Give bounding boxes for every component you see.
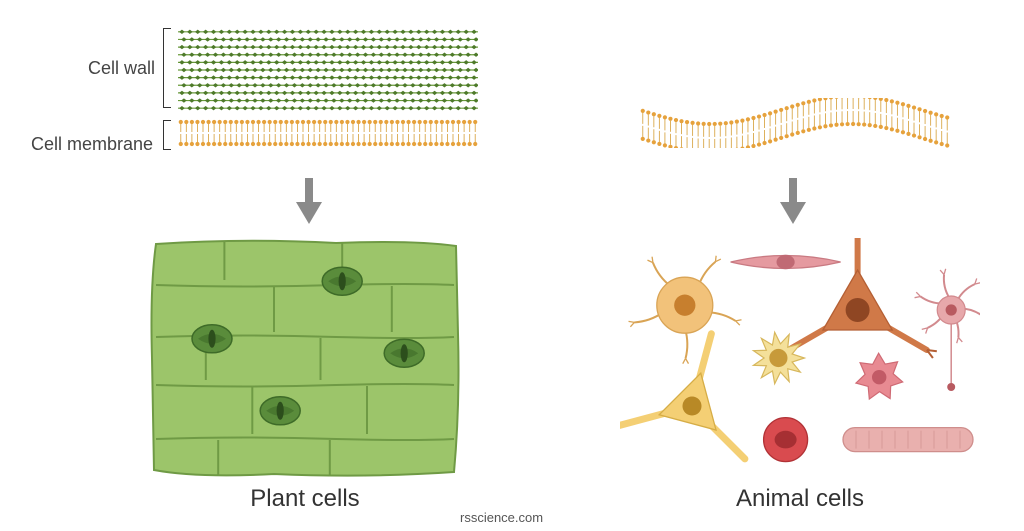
cell-membrane-bracket xyxy=(163,120,171,150)
cell-wall-label: Cell wall xyxy=(45,58,155,79)
cell-wall-bracket xyxy=(163,28,171,108)
animal-cells-caption: Animal cells xyxy=(700,485,900,513)
arrow-right-icon xyxy=(780,178,806,229)
animal-cells-diagram xyxy=(620,238,980,478)
cell-wall-diagram xyxy=(178,28,478,112)
plant-membrane-diagram xyxy=(178,118,478,148)
arrow-left-icon xyxy=(296,178,322,229)
plant-tissue-diagram xyxy=(150,238,460,478)
animal-membrane-diagram xyxy=(640,98,950,148)
cell-membrane-label: Cell membrane xyxy=(18,134,153,155)
watermark-text: rsscience.com xyxy=(460,510,543,525)
plant-cells-caption: Plant cells xyxy=(205,485,405,513)
